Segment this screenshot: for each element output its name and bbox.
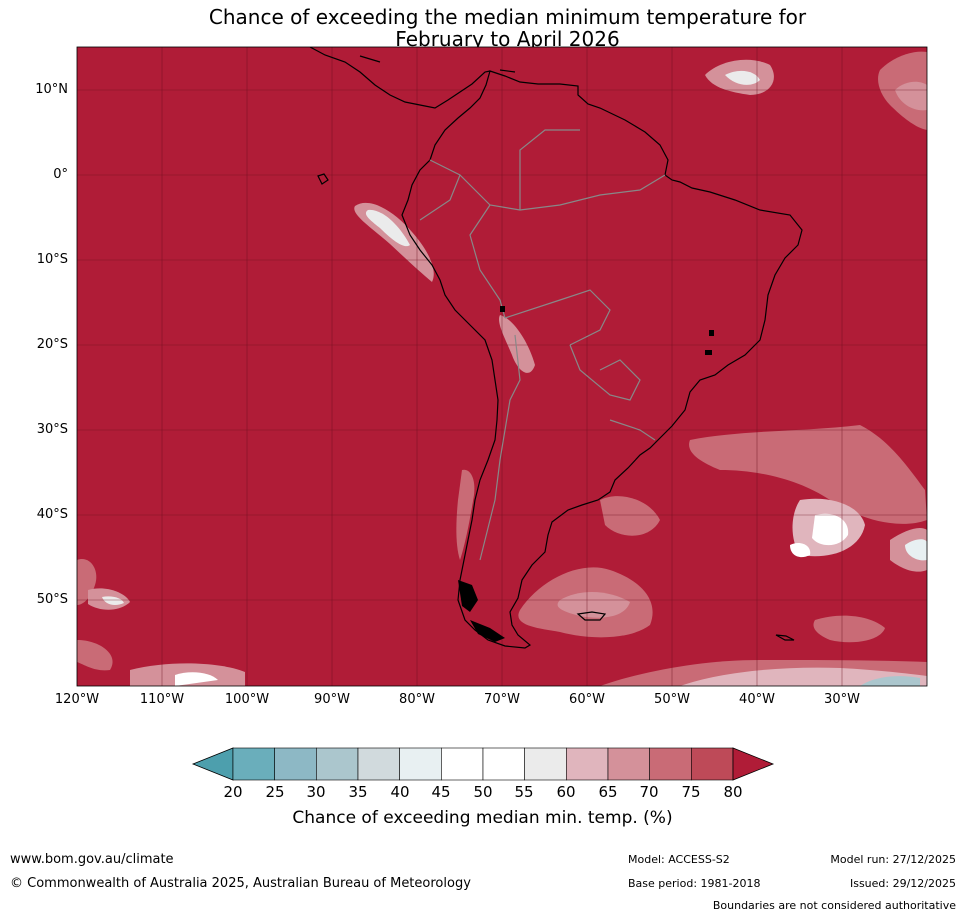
colorbar-tick-30: 30 [306, 783, 326, 801]
footer-url[interactable]: www.bom.gov.au/climate [10, 852, 174, 867]
colorbar-segment [607, 747, 650, 781]
lon-label-100w: 100°W [224, 692, 270, 707]
colorbar-tick-50: 50 [473, 783, 493, 801]
colorbar-segment [357, 747, 400, 781]
footer-base-period: Base period: 1981-2018 [628, 877, 761, 890]
caribbean-islands [359, 55, 516, 73]
south-georgia [775, 634, 795, 641]
footer-model-run: Model run: 27/12/2025 [830, 853, 956, 866]
colorbar-segment [691, 747, 734, 781]
patch-white-spot-2 [790, 543, 811, 558]
colorbar [191, 747, 775, 781]
patch-south-mid [813, 615, 885, 643]
colorbar-segment [399, 747, 442, 781]
footer-issued: Issued: 29/12/2025 [849, 877, 956, 890]
colorbar-extend-high [732, 747, 775, 781]
colorbar-segment [566, 747, 609, 781]
graticule [77, 47, 927, 686]
colorbar-segment [316, 747, 359, 781]
chart-title-line2: February to April 2026 [395, 27, 620, 51]
colorbar-tick-65: 65 [598, 783, 618, 801]
colorbar-tick-45: 45 [431, 783, 451, 801]
patch-east-edge-inner [905, 539, 927, 561]
patch-north-atlantic-inner [725, 70, 760, 85]
patch-bottom-right-blue [860, 676, 920, 686]
south-america-coastline [401, 70, 803, 649]
colorbar-tick-35: 35 [348, 783, 368, 801]
lon-label-90w: 90°W [314, 692, 350, 707]
falklands [576, 611, 607, 621]
patch-andes [499, 315, 535, 373]
lon-label-120w: 120°W [54, 692, 100, 707]
colorbar-segment [649, 747, 692, 781]
patch-peru-coast-inner [365, 209, 410, 247]
coastlines [309, 47, 803, 649]
lat-label-10s: 10°S [36, 252, 68, 267]
colorbar-segment [274, 747, 317, 781]
footer-copyright: © Commonwealth of Australia 2025, Austra… [10, 876, 471, 891]
colorbar-tick-40: 40 [390, 783, 410, 801]
colorbar-tick-75: 75 [681, 783, 701, 801]
patch-bottom-right-inner [680, 667, 927, 686]
lat-label-40s: 40°S [36, 507, 68, 522]
colorbar-label: Chance of exceeding median min. temp. (%… [292, 808, 673, 828]
colorbar-segment [524, 747, 567, 781]
colorbar-tick-55: 55 [514, 783, 534, 801]
central-america-coastline [309, 47, 491, 109]
lat-label-20s: 20°S [36, 337, 68, 352]
galapagos [317, 173, 329, 185]
probability-patches [77, 51, 927, 686]
patch-bottom-left-2-inner [175, 672, 218, 686]
patch-south-pacific-west-inner [102, 596, 124, 605]
lon-label-70w: 70°W [484, 692, 520, 707]
lakes [500, 306, 714, 355]
lat-label-10n: 10°N [35, 82, 68, 97]
lat-label-0: 0° [53, 167, 68, 182]
patch-bottom-left [77, 640, 113, 671]
colorbar-tick-25: 25 [265, 783, 285, 801]
patch-white-spot-1 [812, 513, 849, 546]
lon-label-80w: 80°W [399, 692, 435, 707]
lon-label-60w: 60°W [569, 692, 605, 707]
colorbar-segment [482, 747, 525, 781]
colorbar-tick-80: 80 [723, 783, 743, 801]
lon-label-50w: 50°W [654, 692, 690, 707]
footer-disclaimer: Boundaries are not considered authoritat… [712, 899, 956, 912]
colorbar-segment [232, 747, 275, 781]
patch-atlantic-south-inner [557, 591, 630, 618]
patch-atlantic-mid [600, 496, 660, 536]
colorbar-tick-60: 60 [556, 783, 576, 801]
chart-title-line1: Chance of exceeding the median minimum t… [208, 5, 807, 29]
lat-label-30s: 30°S [36, 422, 68, 437]
lon-label-110w: 110°W [139, 692, 185, 707]
footer-model: Model: ACCESS-S2 [628, 853, 730, 866]
colorbar-tick-20: 20 [223, 783, 243, 801]
patch-northeast-edge-inner [895, 81, 927, 111]
colorbar-extend-low [191, 747, 234, 781]
colorbar-segment [441, 747, 484, 781]
fjords [458, 580, 505, 642]
patch-south-atlantic-east [689, 425, 927, 524]
lon-label-30w: 30°W [824, 692, 860, 707]
lat-label-50s: 50°S [36, 592, 68, 607]
lon-label-40w: 40°W [739, 692, 775, 707]
patch-south-pacific-sw [77, 559, 97, 605]
colorbar-tick-70: 70 [639, 783, 659, 801]
